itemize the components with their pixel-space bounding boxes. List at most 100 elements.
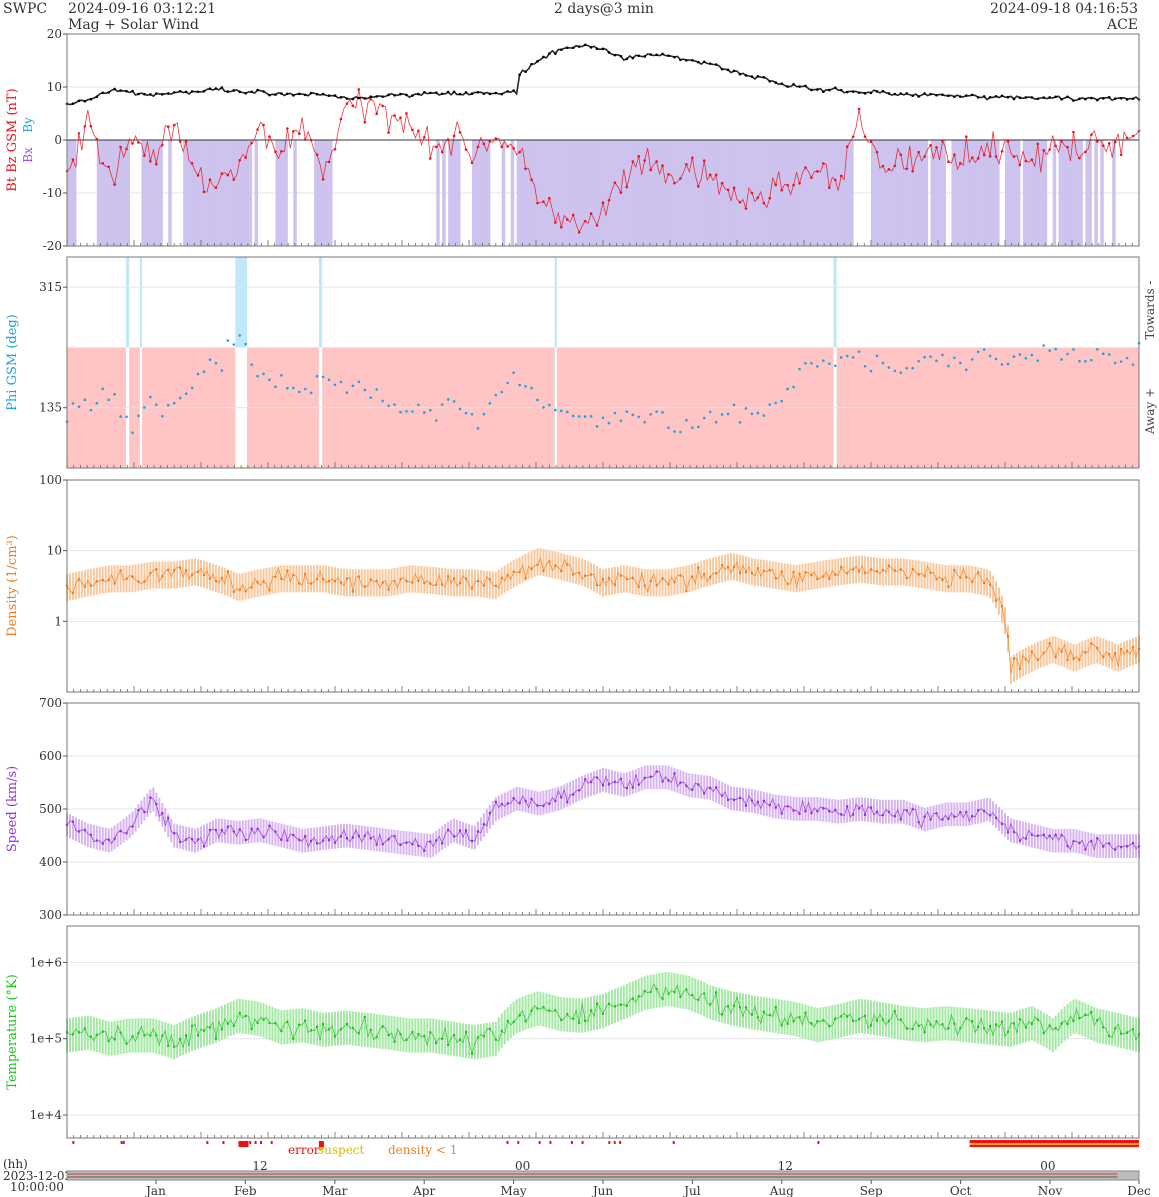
phi-point (470, 412, 474, 416)
phi-point (1096, 347, 1099, 351)
bz-south-fill (763, 140, 768, 246)
bz-south-fill (510, 140, 515, 246)
temperature-point (369, 1028, 373, 1032)
bz-point (589, 212, 593, 215)
phi-point (155, 403, 158, 407)
phi-point (577, 415, 581, 418)
speed-point (786, 805, 789, 808)
time-axis: 12 00 12 00 Jan Feb Mar Apr May Jun Jul Aug Sep Oct No… (66, 1159, 1151, 1197)
phi-point (964, 368, 968, 371)
bz-point (303, 138, 307, 141)
density-point (714, 572, 718, 575)
speed-point (458, 829, 462, 832)
temperature-point (250, 1027, 253, 1031)
density-point (518, 570, 521, 574)
bz-south-fill (69, 140, 74, 246)
bz-south-fill (1010, 140, 1015, 246)
bz-south-fill (632, 140, 637, 246)
phi-point (702, 416, 706, 420)
bt-point (941, 93, 944, 96)
bz-south-fill (558, 140, 562, 246)
density-point (899, 567, 903, 571)
bz-south-fill (841, 140, 845, 246)
temperature-point (548, 1009, 551, 1012)
bz-south-fill (159, 140, 163, 246)
density-point (685, 589, 688, 593)
speed-point (119, 829, 122, 833)
bt-point (1072, 99, 1075, 102)
temperature-point (780, 1023, 783, 1027)
phi-point (232, 343, 236, 346)
bz-south-fill (802, 140, 806, 246)
bt-point (792, 83, 795, 86)
phi-point (214, 361, 218, 365)
speed-point (202, 844, 206, 848)
bz-point (280, 150, 283, 153)
bz-south-fill (936, 140, 940, 246)
bz-point (655, 160, 658, 163)
speed-point (702, 792, 706, 795)
bt-point (720, 67, 724, 71)
bz-point (71, 158, 75, 161)
density-point (565, 563, 569, 566)
bz-point (899, 153, 903, 157)
bt-point (494, 91, 498, 95)
temperature-point (280, 1029, 283, 1033)
error-flag (122, 1141, 125, 1144)
speed-point (327, 838, 331, 842)
bz-point (947, 160, 950, 163)
suspect-flag (318, 1147, 324, 1150)
bz-point (756, 196, 760, 200)
speed-point (970, 814, 974, 818)
bz-point (262, 123, 265, 127)
phi-point (107, 398, 110, 402)
bt-point (679, 58, 682, 62)
temperature-point (905, 1027, 909, 1030)
temperature-point (714, 991, 718, 994)
bz-point (1036, 142, 1040, 146)
bt-point (405, 93, 408, 97)
temperature-point (363, 1015, 367, 1019)
quality-flags (67, 1137, 1139, 1150)
density-point (994, 599, 998, 602)
phi-point (286, 386, 289, 390)
hour-tick-label: 00 (1040, 1159, 1055, 1173)
bz-point (470, 161, 474, 165)
bz-point (637, 155, 641, 158)
bz-point (434, 145, 438, 149)
temperature-point (851, 1019, 855, 1023)
phi-point (452, 400, 456, 403)
bz-south-fill (236, 140, 241, 246)
phi-point (708, 410, 712, 414)
bt-point (696, 60, 700, 64)
speed-point (345, 836, 349, 840)
bz-point (375, 112, 378, 116)
speed-point (172, 831, 176, 835)
bz-south-fill (933, 140, 938, 246)
temperature-point (524, 1019, 527, 1023)
speed-point (71, 820, 75, 823)
bz-point (321, 178, 325, 181)
bz-south-fill (248, 140, 253, 246)
bz-point (726, 188, 730, 192)
speed-point (589, 780, 593, 784)
phi-point (649, 412, 652, 416)
bz-south-fill (540, 140, 544, 246)
bt-point (822, 90, 825, 94)
bz-point (911, 169, 914, 173)
density-point (333, 579, 337, 583)
temperature-point (828, 1024, 831, 1028)
bz-point (309, 138, 313, 142)
bz-south-fill (978, 140, 982, 246)
bz-south-fill (591, 140, 595, 246)
phi-point (1024, 356, 1028, 360)
bz-point (839, 174, 843, 178)
bz-point (732, 186, 736, 190)
phi-point (369, 396, 373, 399)
phi-point (244, 342, 247, 346)
speed-point (1024, 837, 1028, 840)
phi-point (1060, 358, 1063, 361)
speed-point (714, 786, 718, 789)
speed-point (953, 815, 956, 819)
bz-point (542, 200, 545, 203)
